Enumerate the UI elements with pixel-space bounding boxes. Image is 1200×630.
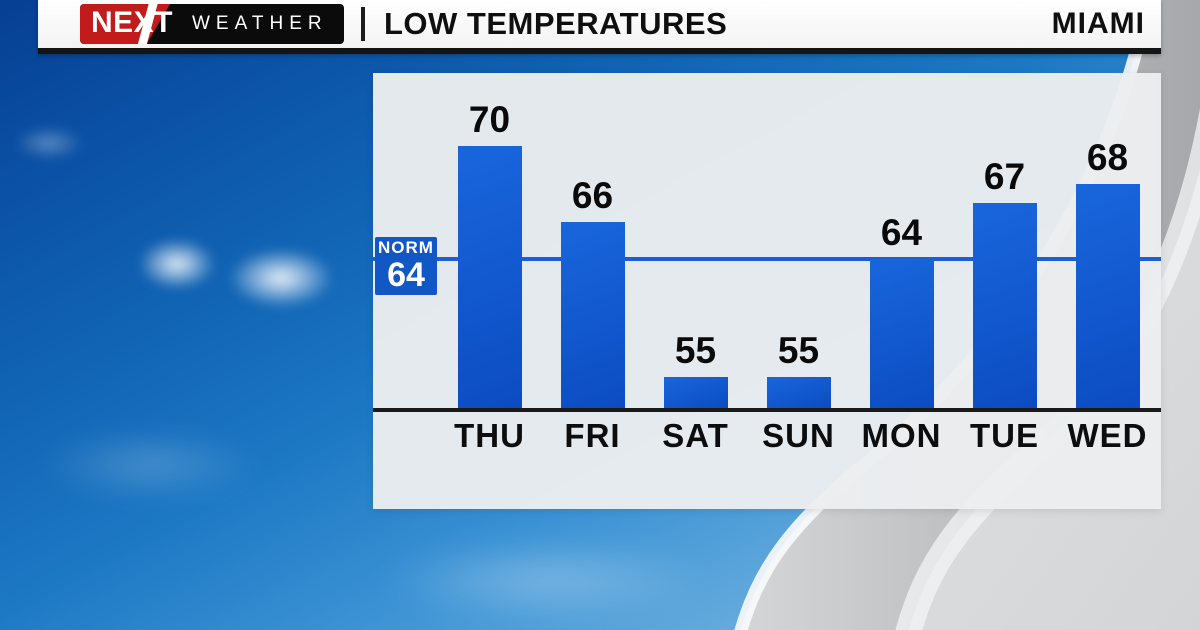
bar-column-tue: 67 TUE bbox=[953, 73, 1056, 509]
cloud bbox=[138, 238, 216, 290]
temp-value-label: 66 bbox=[571, 175, 614, 216]
day-label: THU bbox=[454, 417, 525, 454]
bar-column-fri: 66 FRI bbox=[541, 73, 644, 509]
norm-badge: NORM 64 bbox=[375, 237, 437, 295]
temp-bar-wed bbox=[1075, 184, 1140, 408]
bar-column-sun: 55 SUN bbox=[747, 73, 850, 509]
temp-bar-mon bbox=[869, 259, 934, 408]
day-label: SAT bbox=[662, 417, 729, 454]
temp-value-label: 55 bbox=[674, 330, 717, 371]
temp-value-label: 67 bbox=[983, 156, 1026, 197]
bar-column-wed: 68 WED bbox=[1056, 73, 1159, 509]
temp-value-label: 70 bbox=[468, 99, 511, 140]
cloud bbox=[14, 126, 84, 160]
cloud bbox=[40, 430, 260, 500]
day-label: SUN bbox=[762, 417, 835, 454]
norm-label: NORM bbox=[378, 237, 434, 257]
day-label: MON bbox=[861, 417, 942, 454]
bar-column-mon: 64 MON bbox=[850, 73, 953, 509]
cloud bbox=[380, 540, 710, 620]
bar-column-sat: 55 SAT bbox=[644, 73, 747, 509]
temp-value-label: 68 bbox=[1086, 137, 1129, 178]
logo-weather-wordmark: WEATHER bbox=[192, 13, 328, 34]
day-label: WED bbox=[1067, 417, 1148, 454]
bar-column-thu: 70 THU bbox=[438, 73, 541, 509]
logo-next-wordmark: NEXT bbox=[91, 5, 174, 39]
temp-value-label: 55 bbox=[777, 330, 820, 371]
chart-panel: NORM 64 70 THU 66 FRI 55 SAT 55 SUN 64 MON 67 TUE 68… bbox=[373, 73, 1161, 509]
header-divider bbox=[361, 7, 365, 41]
temp-bar-tue bbox=[972, 203, 1037, 408]
temp-bar-fri bbox=[560, 222, 625, 408]
temp-bar-thu bbox=[457, 146, 522, 408]
location-label: MIAMI bbox=[1051, 7, 1145, 40]
next-weather-logo: NEXT WEATHER bbox=[80, 4, 344, 44]
temp-bar-sat bbox=[663, 377, 728, 408]
page-title: LOW TEMPERATURES bbox=[384, 6, 728, 41]
norm-value: 64 bbox=[387, 255, 425, 294]
temp-bar-sun bbox=[766, 377, 831, 408]
header-bar: NEXT WEATHER LOW TEMPERATURES MIAMI bbox=[38, 0, 1161, 54]
day-label: TUE bbox=[970, 417, 1039, 454]
baseline-axis bbox=[373, 408, 1161, 412]
day-label: FRI bbox=[564, 417, 621, 454]
cloud bbox=[228, 248, 334, 308]
temp-value-label: 64 bbox=[880, 212, 923, 253]
